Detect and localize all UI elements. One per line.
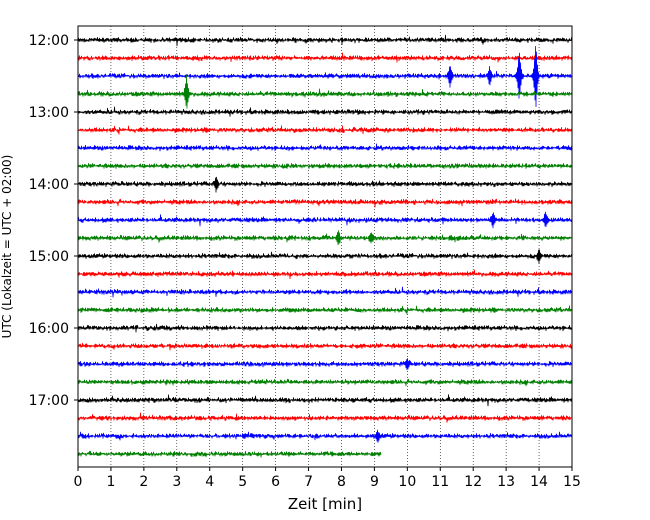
y-tick-label: 14:00 <box>29 177 69 193</box>
x-tick-label: 9 <box>370 474 379 490</box>
seismogram-trace <box>77 342 573 351</box>
x-tick-label: 15 <box>563 474 581 490</box>
seismogram-trace <box>77 106 573 117</box>
seismogram-trace <box>77 211 573 229</box>
x-tick-label: 0 <box>74 474 83 490</box>
seismogram-trace <box>77 429 573 443</box>
seismogram-trace <box>77 394 573 407</box>
x-tick-label: 11 <box>431 474 449 490</box>
x-tick-label: 4 <box>205 474 214 490</box>
seismogram-trace <box>77 358 573 371</box>
x-tick-label: 7 <box>304 474 313 490</box>
seismogram-trace <box>77 378 573 387</box>
x-tick-label: 10 <box>398 474 416 490</box>
x-tick-label: 14 <box>530 474 548 490</box>
seismogram-trace <box>77 34 573 47</box>
y-axis-label: UTC (Lokalzeit = UTC + 02:00) <box>0 155 14 339</box>
seismogram-trace <box>77 323 573 333</box>
x-tick-label: 1 <box>106 474 115 490</box>
y-tick-label: 12:00 <box>29 33 69 49</box>
seismogram-trace <box>77 269 573 280</box>
seismogram-trace <box>77 230 573 246</box>
y-tick-label: 13:00 <box>29 105 69 121</box>
seismogram-trace <box>77 143 573 152</box>
seismogram-trace <box>77 52 573 63</box>
x-tick-label: 2 <box>139 474 148 490</box>
x-axis-label: Zeit [min] <box>288 495 362 513</box>
y-tick-label: 15:00 <box>29 249 69 265</box>
seismogram-trace <box>77 162 573 170</box>
seismogram-trace <box>77 305 573 315</box>
plot-frame <box>77 25 573 468</box>
x-tick-label: 12 <box>464 474 482 490</box>
seismogram-trace <box>77 450 382 458</box>
seismogram-trace <box>77 198 573 208</box>
y-axis-ticks: 12:00 13:00 14:00 15:00 16:00 17:00 <box>29 33 78 409</box>
x-tick-label: 5 <box>238 474 247 490</box>
seismogram-trace <box>77 286 573 298</box>
seismogram-trace <box>77 249 573 264</box>
x-axis-ticks: 0 1 2 3 4 5 6 7 8 9 10 11 12 13 14 15 <box>74 467 581 490</box>
x-tick-label: 8 <box>337 474 346 490</box>
x-tick-label: 3 <box>172 474 181 490</box>
x-tick-label: 13 <box>497 474 515 490</box>
y-tick-label: 17:00 <box>29 393 69 409</box>
seismogram-trace <box>77 176 573 193</box>
y-tick-label: 16:00 <box>29 321 69 337</box>
x-tick-label: 6 <box>271 474 280 490</box>
seismogram-trace <box>77 412 573 423</box>
seismogram-traces <box>77 34 573 458</box>
seismogram-trace <box>77 74 573 109</box>
seismogram-trace <box>77 45 573 108</box>
seismogram-trace <box>77 125 573 135</box>
